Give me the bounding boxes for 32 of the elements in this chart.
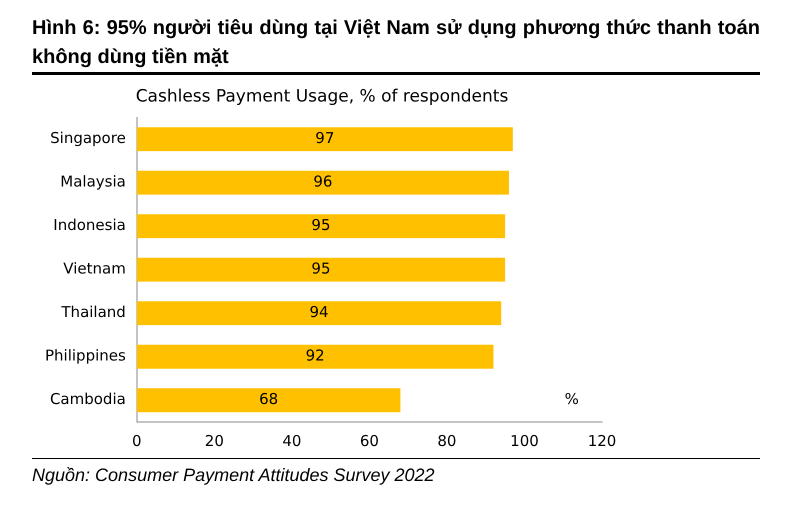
bar (136, 301, 502, 326)
bar (136, 388, 400, 412)
y-tick-label: Indonesia (53, 216, 126, 234)
x-tick-label: 0 (132, 432, 142, 450)
bar (136, 214, 506, 238)
y-tick-label: Cambodia (50, 390, 126, 408)
bar (136, 170, 509, 195)
y-tick-label: Thailand (60, 303, 126, 322)
x-tick-label: 20 (204, 432, 224, 450)
x-tick-label: 80 (437, 432, 456, 450)
data-label: 95 (311, 260, 330, 278)
x-tick-label: 60 (360, 432, 379, 450)
y-tick-label: Singapore (50, 129, 126, 148)
annotation: % (564, 390, 579, 408)
data-label: 96 (313, 172, 332, 191)
data-label: 95 (311, 216, 330, 234)
bar (136, 127, 513, 152)
data-label: 68 (259, 390, 278, 408)
y-tick-label: Vietnam (63, 260, 126, 278)
x-tick-label: 40 (282, 432, 302, 450)
bar (136, 344, 494, 369)
text: Nguồn: Consumer Payment Attitudes Survey 2022 (32, 465, 436, 486)
data-label: 92 (306, 346, 325, 365)
chart-title: Hình 6: 95% người tiêu dùng tại Việt Nam sử dụng phương thức thanh toán không dùng tiền mặt (32, 14, 760, 75)
y-tick-label: Malaysia (60, 172, 126, 191)
x-tick-label: 100 (510, 432, 539, 450)
y-tick-label: Philippines (44, 346, 126, 365)
x-tick-label: 120 (588, 432, 616, 450)
data-label: 97 (315, 129, 334, 148)
data-label: 94 (309, 303, 329, 322)
chart-subtitle: Cashless Payment Usage, % of respondents (136, 86, 508, 107)
bar (136, 258, 506, 282)
